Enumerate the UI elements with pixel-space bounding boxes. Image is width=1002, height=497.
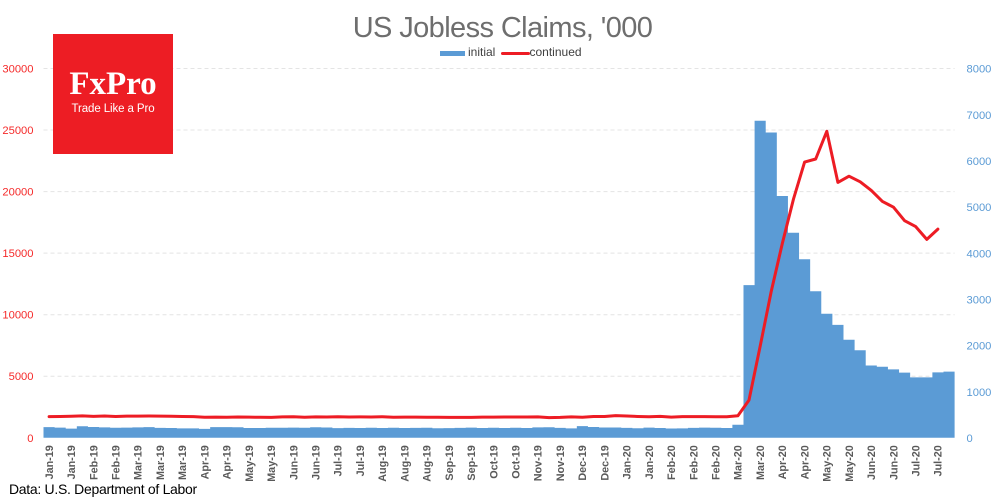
svg-text:Dec-19: Dec-19	[577, 445, 589, 480]
svg-text:2000: 2000	[967, 341, 992, 353]
svg-text:Feb-19: Feb-19	[88, 445, 100, 480]
svg-text:Dec-19: Dec-19	[599, 445, 611, 480]
svg-text:Jul-19: Jul-19	[333, 445, 345, 476]
svg-text:Oct-19: Oct-19	[511, 445, 523, 479]
svg-text:Aug-19: Aug-19	[422, 445, 434, 482]
svg-text:Jul-20: Jul-20	[933, 445, 945, 476]
svg-text:Mar-20: Mar-20	[733, 445, 745, 480]
svg-text:5000: 5000	[9, 371, 34, 383]
svg-text:Feb-20: Feb-20	[711, 445, 723, 480]
svg-text:Apr-19: Apr-19	[199, 445, 211, 479]
svg-text:6000: 6000	[967, 156, 992, 168]
svg-text:May-19: May-19	[266, 445, 278, 482]
svg-text:30000: 30000	[2, 64, 33, 76]
svg-text:Aug-19: Aug-19	[377, 445, 389, 482]
svg-text:Jun-19: Jun-19	[311, 445, 323, 480]
svg-text:Mar-19: Mar-19	[177, 445, 189, 480]
svg-text:Jul-20: Jul-20	[911, 445, 923, 476]
svg-text:Feb-19: Feb-19	[111, 445, 123, 480]
svg-text:4000: 4000	[967, 248, 992, 260]
svg-text:Sep-19: Sep-19	[444, 445, 456, 480]
svg-text:Sep-19: Sep-19	[466, 445, 478, 480]
svg-text:Jan-20: Jan-20	[644, 445, 656, 479]
svg-text:Oct-19: Oct-19	[488, 445, 500, 479]
svg-text:Jan-19: Jan-19	[44, 445, 56, 479]
svg-text:5000: 5000	[967, 202, 992, 214]
svg-text:Jun-20: Jun-20	[888, 445, 900, 480]
svg-text:Apr-20: Apr-20	[799, 445, 811, 479]
svg-text:Jun-20: Jun-20	[866, 445, 878, 480]
svg-text:May-20: May-20	[822, 445, 834, 482]
svg-text:7000: 7000	[967, 110, 992, 122]
svg-text:Apr-20: Apr-20	[777, 445, 789, 479]
svg-text:Jan-19: Jan-19	[66, 445, 78, 479]
svg-text:Jul-19: Jul-19	[355, 445, 367, 476]
svg-text:8000: 8000	[967, 64, 992, 76]
svg-text:Mar-20: Mar-20	[755, 445, 767, 480]
svg-text:Jun-19: Jun-19	[288, 445, 300, 480]
svg-text:20000: 20000	[2, 187, 33, 199]
svg-text:10000: 10000	[2, 310, 33, 322]
svg-text:1000: 1000	[967, 387, 992, 399]
svg-text:Feb-20: Feb-20	[666, 445, 678, 480]
svg-text:0: 0	[967, 433, 973, 445]
svg-text:3000: 3000	[967, 295, 992, 307]
svg-text:Mar-19: Mar-19	[155, 445, 167, 480]
svg-text:May-20: May-20	[844, 445, 856, 482]
svg-text:Apr-19: Apr-19	[222, 445, 234, 479]
svg-text:May-19: May-19	[244, 445, 256, 482]
svg-text:Feb-20: Feb-20	[688, 445, 700, 480]
svg-text:25000: 25000	[2, 125, 33, 137]
svg-text:Mar-19: Mar-19	[133, 445, 145, 480]
svg-text:Nov-19: Nov-19	[555, 445, 567, 481]
svg-text:Aug-19: Aug-19	[399, 445, 411, 482]
svg-text:15000: 15000	[2, 248, 33, 260]
svg-text:0: 0	[27, 433, 33, 445]
svg-text:Jan-20: Jan-20	[622, 445, 634, 479]
svg-text:Nov-19: Nov-19	[533, 445, 545, 481]
